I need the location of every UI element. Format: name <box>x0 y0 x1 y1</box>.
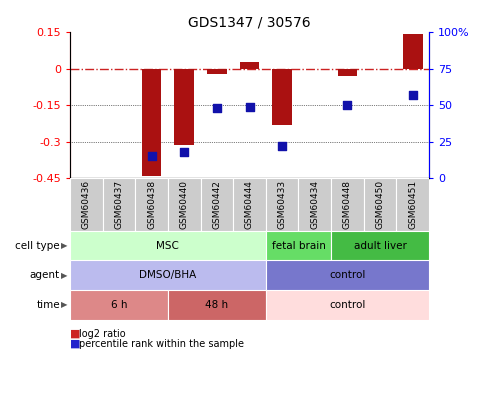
Text: ▶: ▶ <box>61 241 67 250</box>
Text: fetal brain: fetal brain <box>271 241 325 251</box>
Bar <box>331 178 364 231</box>
Text: control: control <box>329 270 366 280</box>
Text: GSM60444: GSM60444 <box>245 180 254 229</box>
Text: cell type: cell type <box>15 241 60 251</box>
Text: GSM60436: GSM60436 <box>82 180 91 229</box>
Text: ■: ■ <box>70 339 80 349</box>
Bar <box>364 178 397 231</box>
Text: GSM60451: GSM60451 <box>408 180 417 229</box>
Bar <box>70 178 102 231</box>
Bar <box>298 178 331 231</box>
Bar <box>266 178 298 231</box>
Bar <box>266 290 429 320</box>
Point <box>409 92 417 98</box>
Bar <box>70 290 168 320</box>
Text: ▶: ▶ <box>61 300 67 309</box>
Text: GSM60438: GSM60438 <box>147 180 156 229</box>
Bar <box>174 69 194 145</box>
Text: time: time <box>36 300 60 310</box>
Text: GSM60450: GSM60450 <box>376 180 385 229</box>
Point <box>148 153 156 160</box>
Bar <box>240 62 259 69</box>
Bar <box>403 34 423 69</box>
Text: GSM60440: GSM60440 <box>180 180 189 229</box>
Bar <box>338 69 357 76</box>
Text: 6 h: 6 h <box>111 300 127 310</box>
Text: agent: agent <box>30 270 60 280</box>
Bar <box>70 231 266 260</box>
Bar <box>142 69 161 176</box>
Bar <box>272 69 292 125</box>
Bar <box>266 231 331 260</box>
Point <box>180 149 188 155</box>
Text: GSM60442: GSM60442 <box>213 180 222 229</box>
Point <box>213 105 221 111</box>
Text: GSM60433: GSM60433 <box>277 180 286 229</box>
Bar <box>397 178 429 231</box>
Bar <box>266 260 429 290</box>
Text: log2 ratio: log2 ratio <box>79 329 125 339</box>
Text: 48 h: 48 h <box>205 300 229 310</box>
Text: control: control <box>329 300 366 310</box>
Text: GSM60434: GSM60434 <box>310 180 319 229</box>
Bar <box>207 69 227 74</box>
Bar <box>70 260 266 290</box>
Bar <box>168 178 201 231</box>
Text: MSC: MSC <box>156 241 179 251</box>
Bar <box>135 178 168 231</box>
Text: GSM60448: GSM60448 <box>343 180 352 229</box>
Title: GDS1347 / 30576: GDS1347 / 30576 <box>188 16 311 30</box>
Text: percentile rank within the sample: percentile rank within the sample <box>79 339 244 349</box>
Text: DMSO/BHA: DMSO/BHA <box>139 270 197 280</box>
Bar <box>233 178 266 231</box>
Point <box>278 143 286 149</box>
Bar <box>168 290 266 320</box>
Bar <box>201 178 233 231</box>
Text: GSM60437: GSM60437 <box>114 180 123 229</box>
Text: ■: ■ <box>70 329 80 339</box>
Point <box>343 102 351 109</box>
Point <box>246 104 253 110</box>
Text: adult liver: adult liver <box>354 241 407 251</box>
Text: ▶: ▶ <box>61 271 67 280</box>
Bar <box>102 178 135 231</box>
Bar <box>331 231 429 260</box>
